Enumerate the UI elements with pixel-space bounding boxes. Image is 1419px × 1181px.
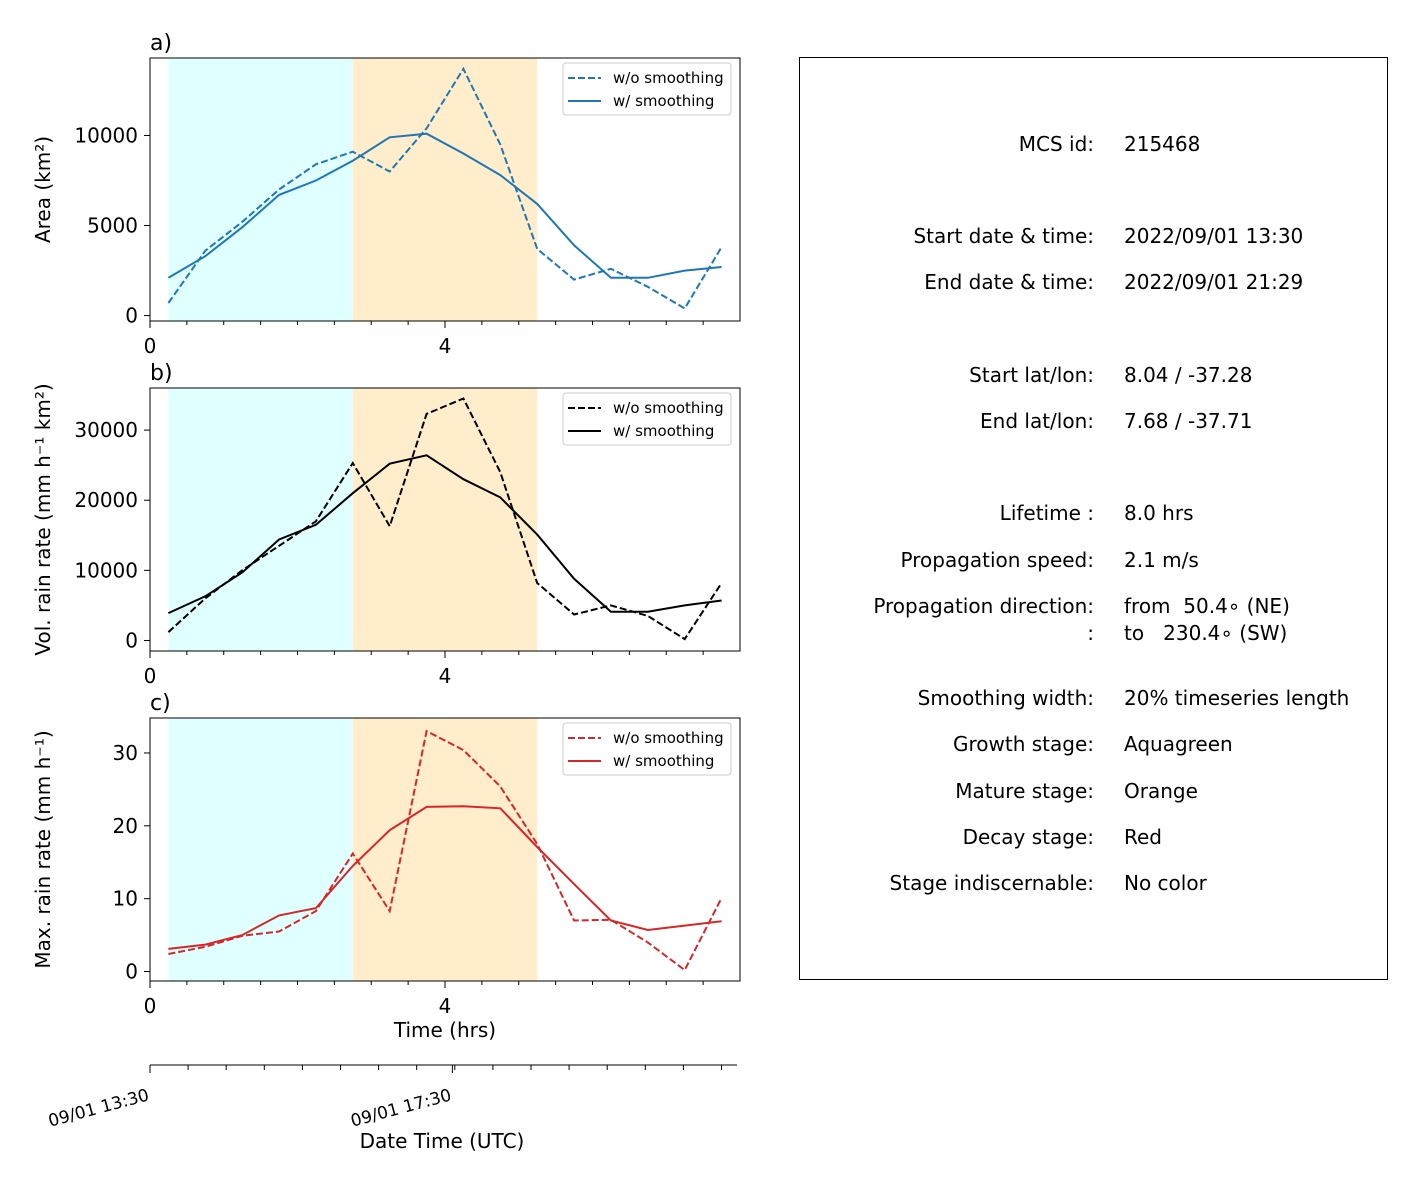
series-line-smoothed — [167, 132, 722, 279]
info-label: Smoothing width: — [917, 686, 1094, 710]
info-row-end-latlon: End lat/lon: 7.68 / -37.71 — [800, 409, 1389, 439]
legend-label: w/ smoothing — [613, 752, 714, 770]
info-row-mcs-id: MCS id: 215468 — [800, 132, 1389, 162]
y-axis-label: Vol. rain rate (mm h⁻¹ km²) — [31, 383, 55, 655]
info-label: Mature stage: — [955, 779, 1094, 803]
info-value: 2.1 m/s — [1124, 548, 1199, 572]
info-value: to 230.4∘ (SW) — [1124, 621, 1288, 645]
y-axis-label: Area (km²) — [31, 136, 55, 243]
info-label: Start lat/lon: — [969, 363, 1094, 387]
info-row-decay: Decay stage: Red — [800, 825, 1389, 855]
info-label: Start date & time: — [913, 224, 1094, 248]
y-tick-label: 5000 — [87, 214, 138, 238]
info-value: No color — [1124, 871, 1207, 895]
x-axis-label: Time (hrs) — [393, 1018, 496, 1042]
panel-label: a) — [150, 31, 172, 56]
info-value: 2022/09/01 13:30 — [1124, 224, 1304, 248]
info-row-smoothing: Smoothing width: 20% timeseries length — [800, 686, 1389, 716]
info-value: Orange — [1124, 779, 1198, 803]
legend-label: w/o smoothing — [613, 399, 724, 417]
info-row-start-time: Start date & time: 2022/09/01 13:30 — [800, 224, 1389, 254]
info-label: Decay stage: — [962, 825, 1094, 849]
stage-shading-growth — [168, 718, 353, 981]
info-row-end-time: End date & time: 2022/09/01 21:29 — [800, 270, 1389, 300]
y-tick-label: 10 — [113, 887, 138, 911]
info-label: Propagation speed: — [900, 548, 1094, 572]
stage-shading-mature — [352, 58, 538, 321]
info-value: 215468 — [1124, 132, 1201, 156]
legend-label: w/ smoothing — [613, 422, 714, 440]
y-tick-label: 0 — [125, 960, 138, 984]
y-tick-label: 0 — [125, 628, 138, 652]
info-value: 2022/09/01 21:29 — [1124, 270, 1304, 294]
y-axis-label: Max. rain rate (mm h⁻¹) — [31, 730, 55, 968]
stage-shading-mature — [352, 388, 538, 651]
x-tick-label: 4 — [439, 994, 452, 1018]
panel-label: b) — [150, 361, 173, 386]
info-row-start-latlon: Start lat/lon: 8.04 / -37.28 — [800, 363, 1389, 393]
legend-label: w/ smoothing — [613, 92, 714, 110]
info-value: 7.68 / -37.71 — [1124, 409, 1253, 433]
legend-box — [562, 392, 732, 446]
series-line-raw — [167, 397, 723, 641]
info-row-growth: Growth stage: Aquagreen — [800, 732, 1389, 762]
y-tick-label: 20 — [113, 814, 138, 838]
info-label: : — [1087, 621, 1094, 645]
x-tick-label: 0 — [144, 994, 157, 1018]
panel-label: c) — [150, 691, 171, 716]
series-line-smoothed — [167, 454, 722, 615]
info-value: 8.04 / -37.28 — [1124, 363, 1253, 387]
info-row-indiscernable: Stage indiscernable: No color — [800, 871, 1389, 901]
y-tick-label: 10000 — [74, 558, 138, 582]
x-tick-label: 4 — [439, 664, 452, 688]
series-line-smoothed — [168, 805, 722, 950]
y-tick-label: 20000 — [74, 488, 138, 512]
stage-shading-growth — [168, 388, 353, 651]
y-tick-label: 30 — [113, 741, 138, 765]
info-value: Red — [1124, 825, 1162, 849]
legend-label: w/o smoothing — [613, 729, 724, 747]
stage-shading-mature — [352, 718, 538, 981]
x-tick-label: 0 — [144, 334, 157, 358]
x-tick-label: 0 — [144, 664, 157, 688]
info-label: MCS id: — [1018, 132, 1094, 156]
info-label: End lat/lon: — [980, 409, 1094, 433]
info-row-speed: Propagation speed: 2.1 m/s — [800, 548, 1389, 578]
info-value: Aquagreen — [1124, 732, 1233, 756]
info-value: 8.0 hrs — [1124, 501, 1194, 525]
info-row-lifetime: Lifetime : 8.0 hrs — [800, 501, 1389, 531]
legend-box — [562, 722, 732, 776]
legend-label: w/o smoothing — [613, 69, 724, 87]
y-tick-label: 30000 — [74, 418, 138, 442]
stage-shading-growth — [168, 58, 353, 321]
info-value: from 50.4∘ (NE) — [1124, 594, 1290, 618]
legend-box — [562, 62, 732, 116]
info-label: Stage indiscernable: — [889, 871, 1094, 895]
series-line-raw — [168, 729, 723, 972]
info-row-mature: Mature stage: Orange — [800, 779, 1389, 809]
info-panel: MCS id: 215468 Start date & time: 2022/0… — [799, 57, 1388, 980]
info-label: Growth stage: — [952, 732, 1094, 756]
x-tick-label: 4 — [439, 334, 452, 358]
secondary-tick-label: 09/01 17:30 — [349, 1086, 454, 1132]
info-label: End date & time: — [924, 270, 1094, 294]
info-row-direction: Propagation direction: from 50.4∘ (NE) — [800, 594, 1389, 624]
info-value: 20% timeseries length — [1124, 686, 1350, 710]
info-row-direction-to: : to 230.4∘ (SW) — [800, 621, 1389, 651]
info-label: Propagation direction: — [873, 594, 1094, 618]
info-label: Lifetime : — [999, 501, 1094, 525]
secondary-axis-label: Date Time (UTC) — [360, 1129, 525, 1153]
y-tick-label: 0 — [125, 304, 138, 328]
secondary-tick-label: 09/01 13:30 — [46, 1086, 151, 1132]
y-tick-label: 10000 — [74, 123, 138, 147]
